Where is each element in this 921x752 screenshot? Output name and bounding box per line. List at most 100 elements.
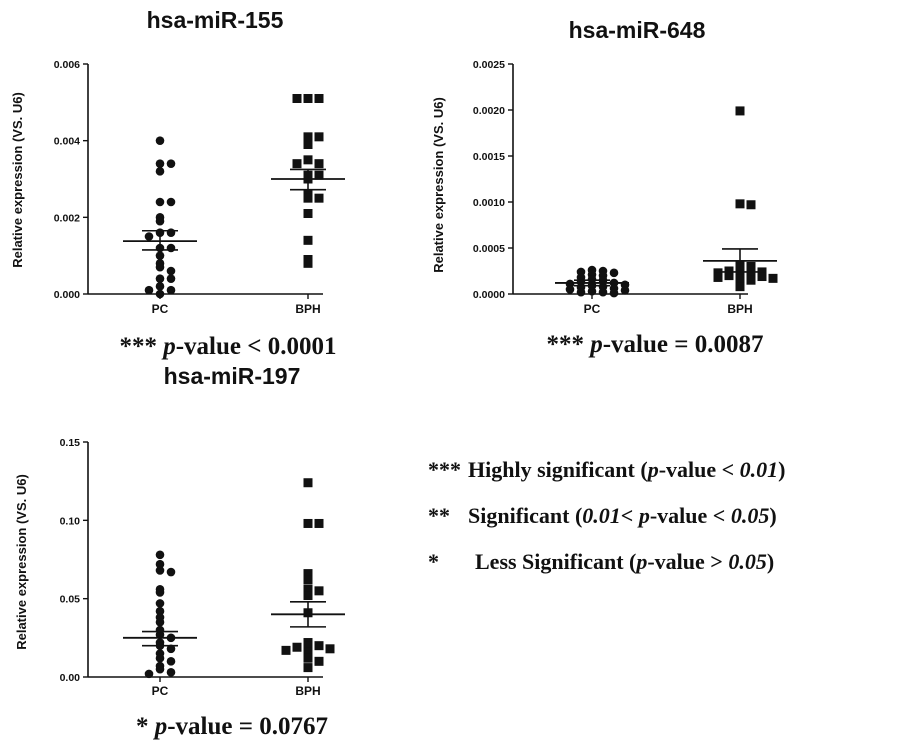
data-point bbox=[155, 167, 165, 176]
data-point bbox=[735, 274, 745, 284]
y-axis-label: Relative expression (VS. U6) bbox=[14, 474, 29, 650]
data-point bbox=[155, 282, 165, 291]
data-point bbox=[314, 170, 324, 180]
y-tick-label: 0.006 bbox=[54, 59, 80, 71]
data-point bbox=[166, 159, 176, 168]
data-point bbox=[155, 588, 165, 597]
data-point bbox=[292, 159, 302, 169]
data-point bbox=[155, 550, 165, 560]
data-point bbox=[303, 591, 313, 601]
y-tick-label: 0.0000 bbox=[473, 289, 505, 301]
data-point bbox=[292, 642, 302, 652]
data-point bbox=[713, 272, 723, 282]
x-tick-label: BPH bbox=[295, 684, 320, 698]
data-point bbox=[303, 235, 313, 245]
y-tick-label: 0.00 bbox=[60, 672, 81, 684]
data-point bbox=[303, 193, 313, 203]
data-point bbox=[587, 274, 597, 284]
data-point bbox=[768, 273, 778, 283]
data-point bbox=[166, 657, 176, 666]
data-point bbox=[746, 270, 756, 280]
data-point bbox=[155, 251, 165, 260]
data-point bbox=[620, 286, 630, 295]
y-tick-label: 0.0005 bbox=[473, 243, 505, 255]
data-point bbox=[155, 136, 165, 145]
data-point bbox=[144, 285, 154, 295]
data-point bbox=[166, 228, 176, 237]
data-point bbox=[303, 518, 313, 528]
data-point bbox=[587, 286, 597, 296]
y-tick-label: 0.15 bbox=[60, 437, 81, 449]
data-point bbox=[303, 569, 313, 579]
data-point bbox=[314, 159, 324, 169]
x-tick-label: PC bbox=[152, 302, 169, 316]
data-point bbox=[303, 575, 313, 585]
data-point bbox=[746, 275, 756, 285]
data-point bbox=[144, 232, 154, 241]
data-point bbox=[155, 274, 165, 283]
data-point bbox=[735, 282, 745, 292]
y-tick-label: 0.002 bbox=[54, 212, 80, 224]
x-tick-label: BPH bbox=[295, 302, 320, 316]
data-point bbox=[303, 641, 313, 651]
data-point bbox=[155, 653, 165, 663]
y-axis-label: Relative expression (VS. U6) bbox=[431, 97, 446, 273]
data-point bbox=[724, 266, 734, 276]
data-point bbox=[155, 617, 165, 627]
data-point bbox=[155, 599, 165, 608]
p-value-label: *** p-value < 0.0001 bbox=[119, 333, 336, 360]
data-point bbox=[314, 193, 324, 203]
significance-legend: *** Highly significant (p-value < 0.01) *… bbox=[428, 457, 786, 574]
data-point bbox=[303, 478, 313, 488]
legend-significant: ** Significant (0.01< p-value < 0.05) bbox=[428, 503, 777, 528]
data-point bbox=[303, 132, 313, 142]
y-tick-label: 0.0015 bbox=[473, 151, 505, 163]
data-point bbox=[166, 243, 176, 253]
data-point bbox=[155, 262, 165, 272]
data-point bbox=[746, 264, 756, 274]
chart-panel-mir648: hsa-miR-648 Relative expression (VS. U6)… bbox=[431, 17, 778, 358]
x-tick-label: PC bbox=[152, 684, 169, 698]
data-point bbox=[166, 266, 176, 276]
data-point bbox=[303, 584, 313, 594]
chart-panel-mir155: hsa-miR-155 Relative expression (VS. U6)… bbox=[10, 7, 345, 360]
data-point bbox=[155, 197, 165, 207]
p-value-label: *** p-value = 0.0087 bbox=[546, 331, 763, 358]
y-tick-label: 0.0020 bbox=[473, 105, 505, 117]
data-point bbox=[735, 199, 745, 209]
data-point bbox=[724, 271, 734, 281]
data-point bbox=[314, 94, 324, 103]
data-point bbox=[565, 285, 575, 294]
x-tick-label: PC bbox=[584, 302, 601, 316]
data-point bbox=[303, 94, 313, 103]
data-point bbox=[155, 664, 165, 674]
chart-panel-mir197: hsa-miR-197 Relative expression (VS. U6)… bbox=[14, 363, 345, 740]
data-point bbox=[155, 566, 165, 575]
x-tick-label: BPH bbox=[727, 302, 752, 316]
data-point bbox=[155, 559, 165, 569]
data-point bbox=[303, 209, 313, 218]
data-point bbox=[303, 140, 313, 149]
data-point bbox=[303, 155, 313, 165]
data-point bbox=[144, 669, 154, 679]
data-point bbox=[757, 267, 767, 277]
data-point bbox=[757, 272, 767, 282]
data-point bbox=[746, 200, 756, 210]
y-tick-label: 0.0025 bbox=[473, 59, 505, 71]
y-tick-label: 0.0010 bbox=[473, 197, 505, 209]
data-point bbox=[303, 647, 313, 657]
p-value-label: * p-value = 0.0767 bbox=[136, 713, 328, 740]
chart-title: hsa-miR-648 bbox=[569, 17, 706, 43]
legend-highly-significant: *** Highly significant (p-value < 0.01) bbox=[428, 457, 786, 482]
y-tick-label: 0.004 bbox=[54, 136, 80, 148]
data-point bbox=[166, 197, 176, 207]
data-point bbox=[292, 94, 302, 103]
data-point bbox=[735, 106, 745, 116]
data-point bbox=[314, 132, 324, 142]
data-point bbox=[314, 518, 324, 528]
data-point bbox=[155, 216, 165, 226]
chart-title: hsa-miR-197 bbox=[164, 363, 301, 389]
data-point bbox=[609, 268, 619, 278]
data-point bbox=[155, 159, 165, 168]
